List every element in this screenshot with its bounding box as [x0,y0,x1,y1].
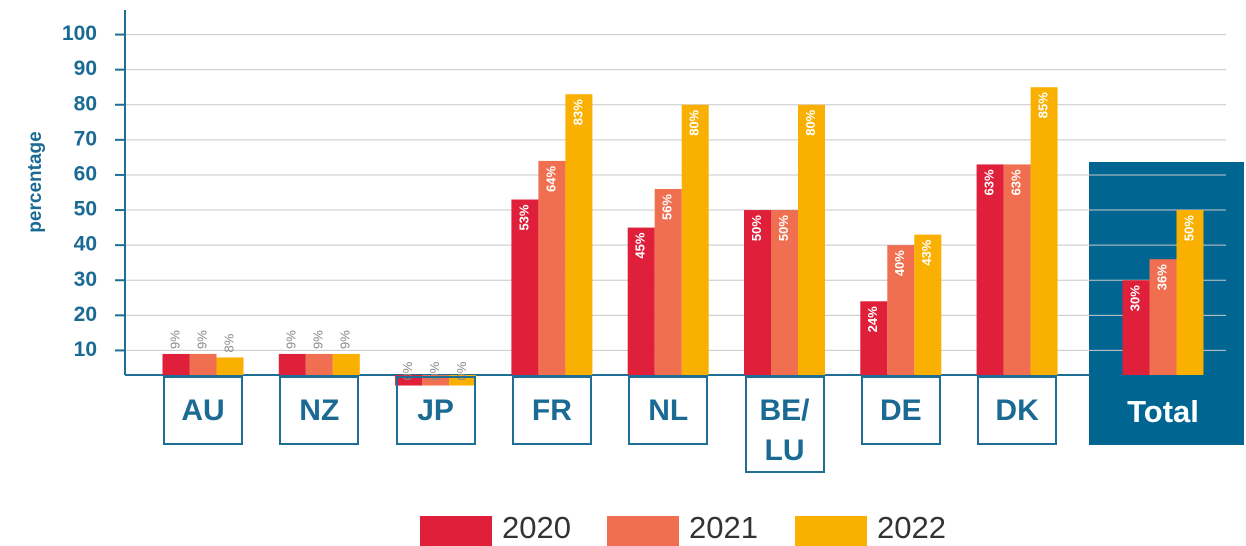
bar [744,210,771,375]
bar [798,104,825,375]
bar [395,375,423,386]
bar [1003,164,1031,375]
data-label: 80% [803,109,818,135]
x-tick-label: DE [860,376,941,445]
x-tick-label: NL [628,376,709,445]
data-label: 8% [221,333,236,352]
x-tick-label: JP [395,376,476,445]
data-label: 40% [892,250,907,276]
data-label: 85% [1036,92,1051,118]
data-label: 56% [660,194,675,220]
data-label: 64% [543,165,558,191]
bar [162,353,190,375]
data-label: 9% [284,330,299,349]
data-label: 63% [1009,169,1024,195]
data-label: 50% [776,215,791,241]
data-label: 50% [1181,215,1196,241]
data-label: 53% [516,204,531,230]
y-axis-label: percentage [25,131,46,232]
data-label: 9% [167,330,182,349]
bar [887,245,915,375]
y-tick-label: 100 [62,22,97,45]
bar [449,375,477,386]
bar [538,160,566,375]
y-tick-label: 20 [74,303,97,326]
x-tick-label: BE/LU [744,376,825,473]
x-tick-label: DK [977,376,1058,445]
data-label: 0% [400,361,415,380]
data-label: 83% [570,99,585,125]
y-tick-label: 40 [74,233,97,256]
bar [216,357,244,375]
y-tick-label: 80 [74,92,97,115]
bar [1030,87,1058,375]
bar [511,199,539,375]
legend-swatch [795,516,867,546]
legend-swatch [420,516,492,546]
data-label: 9% [338,330,353,349]
bar [565,94,593,375]
data-label: 0% [427,361,442,380]
x-tick-label: AU [163,376,243,445]
bar [771,210,798,375]
data-label: 45% [633,232,648,258]
y-tick-label: 50 [74,198,97,221]
bar [976,164,1004,375]
y-tick-label: 90 [74,57,97,80]
bar [422,375,450,386]
data-label: 36% [1154,264,1169,290]
bar [681,104,709,375]
legend-label: 2022 [877,510,946,545]
legend-label: 2021 [689,510,758,545]
data-label: 50% [749,215,764,241]
x-tick-label: NZ [279,376,360,445]
bar [305,353,333,375]
x-tick-label: FR [511,376,592,445]
bar [1122,280,1150,375]
bar [914,234,942,375]
bar [332,353,360,375]
bar [1176,210,1204,375]
data-label: 24% [865,306,880,332]
y-tick-label: 10 [74,338,97,361]
bar [189,353,217,375]
legend-swatch [607,516,679,546]
data-label: 9% [311,330,326,349]
bar [278,353,306,375]
bar [1149,259,1177,375]
y-tick-label: 30 [74,268,97,291]
data-label: 43% [919,239,934,265]
x-tick-label: Total [1127,394,1199,429]
data-label: 9% [194,330,209,349]
bar [654,188,682,375]
data-label: 80% [687,109,702,135]
y-tick-label: 70 [74,127,97,150]
bar [860,301,888,375]
legend-label: 2020 [502,510,571,545]
y-tick-label: 60 [74,162,97,185]
data-label: 30% [1127,285,1142,311]
data-label: 0% [454,361,469,380]
data-label: 63% [982,169,997,195]
bar [627,227,655,375]
